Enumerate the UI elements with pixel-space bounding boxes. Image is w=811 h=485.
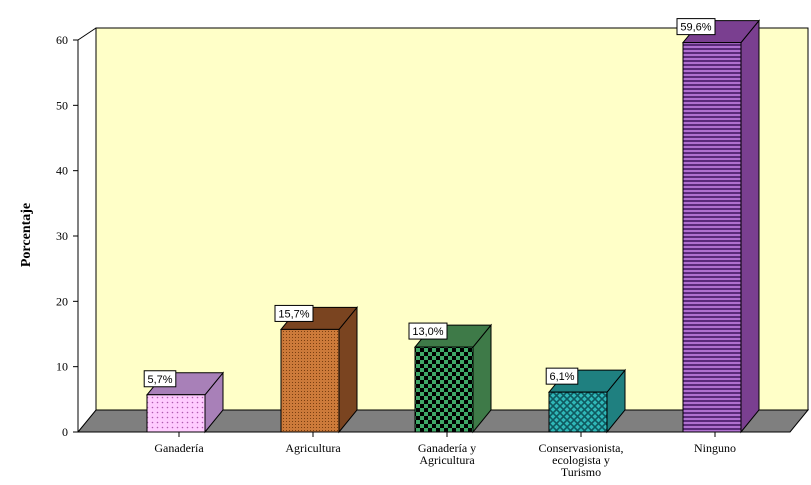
x-category-label-line: Conservasionista, <box>539 441 624 455</box>
x-axis-labels: Ganadería Agricultura Ganadería y Agricultu… <box>154 432 736 479</box>
bar-front-face <box>414 346 474 433</box>
bar-front-face <box>548 391 608 433</box>
wall-edge <box>77 27 97 41</box>
x-category-label-line: ecologista y <box>552 453 610 467</box>
data-label: 13,0% <box>412 326 443 338</box>
data-label-box <box>545 367 579 385</box>
y-tick-label: 40 <box>56 164 68 178</box>
data-label-box <box>143 370 177 388</box>
x-category-label-line: Turismo <box>561 465 601 479</box>
x-category-label: Agricultura <box>285 441 341 455</box>
data-label-box <box>676 18 716 36</box>
data-label-box <box>408 322 448 340</box>
data-label: 6,1% <box>549 371 574 383</box>
x-category-label-line: Ganadería <box>154 441 204 455</box>
data-label-box <box>274 304 314 322</box>
bar-front-face <box>146 394 206 433</box>
data-label: 15,7% <box>278 308 309 320</box>
bar-1: 15,7% <box>274 304 359 434</box>
x-category-label: Ganadería <box>154 441 204 455</box>
x-category-label-line: Ganadería y <box>418 441 476 455</box>
y-tick-label: 0 <box>62 425 68 439</box>
x-category-label: Ninguno <box>694 441 736 455</box>
y-axis-label: Porcentaje <box>19 203 34 267</box>
data-label: 59,6% <box>680 22 711 34</box>
y-tick-label: 50 <box>56 98 68 112</box>
bars-group: 5,7% 15,7% 13,0% 6,1% 59,6% <box>143 18 761 434</box>
y-tick-label: 20 <box>56 294 68 308</box>
y-axis-ticks: 0 10 20 30 40 50 60 <box>56 33 78 439</box>
y-tick-label: 60 <box>56 33 68 47</box>
bar-front-face <box>682 42 742 433</box>
x-category-label-line: Ninguno <box>694 441 736 455</box>
x-category-label-line: Agricultura <box>419 453 475 467</box>
bar-0: 5,7% <box>143 370 225 434</box>
x-category-label-line: Agricultura <box>285 441 341 455</box>
bar-4: 59,6% <box>676 18 761 434</box>
bar-front-face <box>280 328 340 433</box>
data-label: 5,7% <box>147 374 172 386</box>
bar-2: 13,0% <box>408 322 493 434</box>
y-tick-label: 30 <box>56 229 68 243</box>
x-category-label: Ganadería y Agricultura <box>418 441 476 467</box>
bar-side-face <box>740 19 760 434</box>
x-category-label: Conservasionista, ecologista y Turismo <box>539 441 624 479</box>
y-tick-label: 10 <box>56 360 68 374</box>
bar-3: 6,1% <box>545 367 627 434</box>
